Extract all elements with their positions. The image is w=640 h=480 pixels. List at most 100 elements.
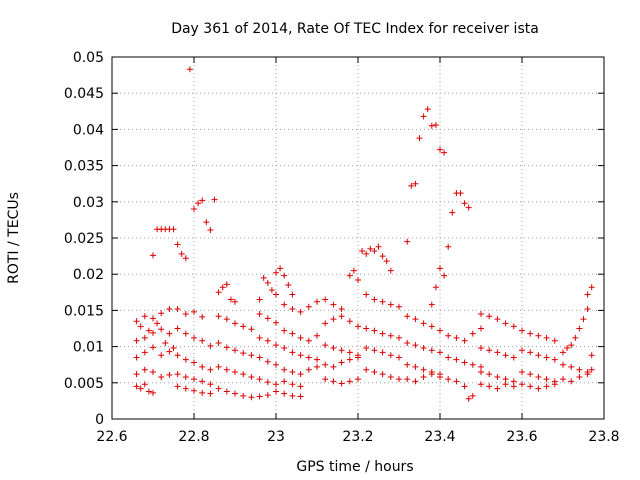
data-point	[314, 298, 320, 305]
data-point	[441, 149, 448, 156]
data-point	[314, 332, 320, 339]
data-point	[207, 342, 214, 349]
data-point	[285, 282, 292, 289]
data-point	[371, 347, 378, 354]
y-tick-label: 0.005	[64, 376, 104, 392]
data-point	[478, 345, 484, 352]
data-point	[281, 345, 288, 352]
data-point	[404, 339, 411, 346]
data-point	[191, 334, 197, 341]
data-point	[404, 376, 411, 383]
data-point	[297, 371, 304, 378]
data-point	[215, 339, 222, 346]
data-point	[133, 337, 140, 344]
data-point	[502, 320, 509, 327]
data-point	[437, 349, 443, 356]
data-point	[445, 376, 452, 383]
data-point	[191, 359, 197, 366]
data-point	[404, 238, 411, 245]
data-point	[232, 347, 238, 354]
data-point	[412, 363, 419, 370]
data-point	[281, 390, 288, 397]
x-axis-label: GPS time / hours	[296, 459, 413, 475]
data-point	[273, 319, 279, 326]
data-point	[494, 374, 501, 381]
data-point	[355, 276, 361, 283]
x-tick-label: 23	[267, 429, 285, 445]
data-point	[338, 313, 345, 320]
data-point	[465, 204, 472, 211]
data-point	[469, 330, 476, 337]
data-point	[158, 326, 165, 333]
data-point	[379, 349, 386, 356]
data-point	[510, 378, 517, 385]
data-point	[281, 378, 288, 385]
data-point	[150, 368, 156, 375]
data-point	[166, 305, 173, 312]
data-point	[182, 330, 189, 337]
data-point	[150, 252, 156, 259]
data-point	[264, 315, 271, 322]
data-point	[182, 385, 189, 392]
scatter-points	[133, 66, 595, 402]
data-point	[207, 381, 214, 388]
data-point	[137, 323, 144, 330]
axis-ticks	[111, 56, 605, 420]
y-tick-label: 0.05	[73, 50, 104, 66]
data-point	[322, 320, 329, 327]
data-point	[174, 325, 181, 332]
data-point	[182, 255, 189, 262]
data-point	[203, 219, 210, 226]
data-point	[346, 378, 353, 385]
data-point	[363, 291, 370, 298]
data-point	[215, 385, 222, 392]
data-point	[428, 371, 435, 378]
data-point	[281, 366, 288, 373]
data-point	[199, 337, 206, 344]
data-point	[170, 345, 177, 352]
data-point	[199, 389, 206, 396]
data-point	[211, 196, 218, 203]
data-point	[437, 265, 443, 272]
data-point	[150, 315, 156, 322]
data-point	[387, 301, 394, 308]
data-point	[232, 298, 238, 305]
data-point	[305, 337, 312, 344]
data-point	[256, 354, 263, 361]
data-point	[375, 243, 382, 250]
data-point	[432, 122, 439, 129]
data-point	[535, 352, 542, 359]
data-point	[445, 354, 452, 361]
data-point	[158, 310, 165, 317]
data-point	[453, 378, 460, 385]
data-point	[461, 383, 468, 390]
y-tick-label: 0.04	[73, 122, 104, 138]
data-point	[264, 358, 271, 365]
y-tick-labels: 0 0.005 0.01 0.015 0.02 0.025 0.03 0.035 0.04 0.0…	[64, 50, 104, 428]
data-point	[519, 327, 525, 334]
data-point	[330, 301, 337, 308]
data-point	[268, 287, 275, 294]
x-tick-label: 23.8	[588, 429, 619, 445]
data-point	[256, 311, 263, 318]
data-point	[494, 385, 501, 392]
data-point	[404, 313, 411, 320]
data-point	[289, 392, 296, 399]
y-tick-label: 0.045	[64, 86, 104, 102]
data-point	[305, 303, 312, 310]
data-point	[363, 345, 370, 352]
data-point	[264, 279, 271, 286]
data-point	[289, 330, 296, 337]
data-point	[437, 374, 443, 381]
data-point	[371, 248, 378, 255]
data-point	[273, 361, 279, 368]
data-point	[273, 388, 279, 395]
data-point	[371, 327, 378, 334]
data-point	[182, 374, 189, 381]
data-point	[346, 349, 353, 356]
data-point	[576, 374, 583, 381]
data-point	[158, 374, 165, 381]
data-point	[240, 371, 247, 378]
data-point	[469, 361, 476, 368]
data-point	[178, 250, 185, 257]
